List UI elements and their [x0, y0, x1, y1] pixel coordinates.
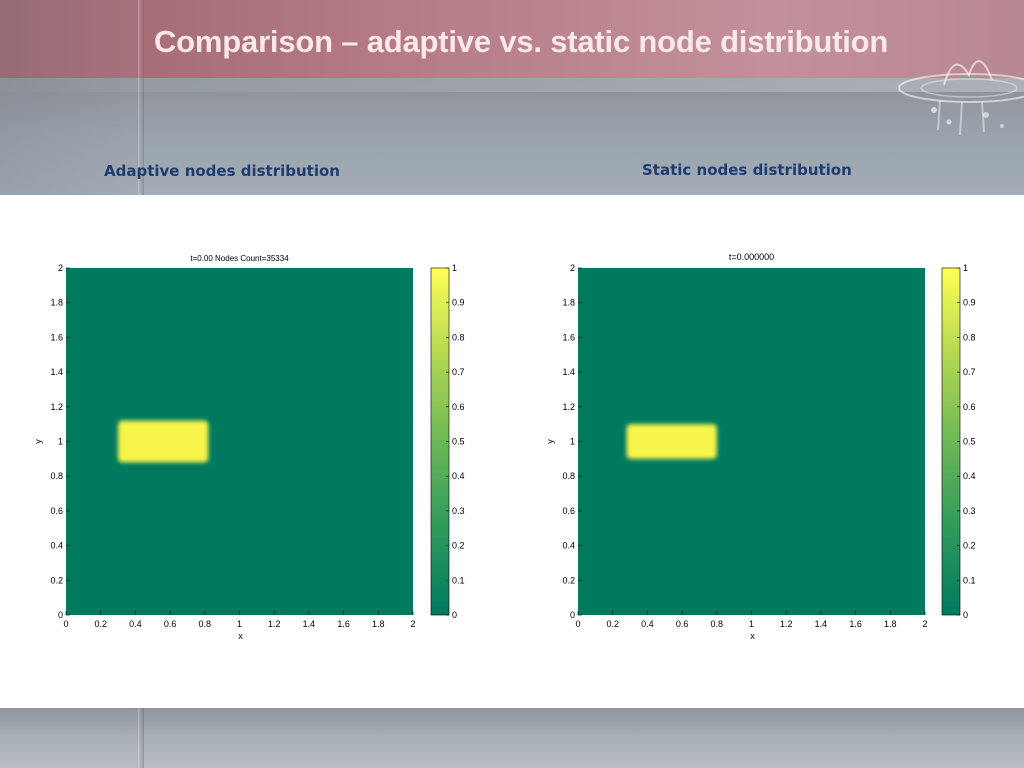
static-heatmap-plot: t=0.000000 0 0.2 0.4 0.6 0.8 1 1.2 1.4 1.6 1.8 2 0 0.…	[545, 252, 976, 641]
y-tick-label: 0.2	[562, 575, 575, 585]
y-tick-label: 1.4	[562, 367, 575, 377]
x-axis-label: x	[238, 631, 243, 641]
adaptive-caption: Adaptive nodes distribution	[104, 162, 340, 180]
heatmap-blob	[118, 420, 209, 463]
x-tick-label: 1.2	[780, 619, 793, 629]
x-tick-label: 0	[63, 619, 68, 629]
colorbar-tick-label: 0.6	[963, 402, 976, 412]
colorbar-tick-label: 0	[452, 610, 457, 620]
x-tick-label: 0.4	[641, 619, 654, 629]
colorbar-tick-label: 0.5	[963, 437, 976, 447]
y-tick-label: 1.4	[50, 367, 63, 377]
y-tick-label: 1.6	[562, 332, 575, 342]
colorbar-tick-label: 0.9	[963, 298, 976, 308]
x-tick-label: 0.8	[711, 619, 724, 629]
x-tick-label: 1	[237, 619, 242, 629]
adaptive-heatmap-plot: t=0.00 Nodes Count=35334 0 0.2 0.4 0.6 0.8 1 1.…	[33, 254, 465, 641]
colorbar-tick-label: 0.2	[963, 541, 976, 551]
y-tick-label: 0.8	[562, 471, 575, 481]
water-splash-decoration-icon	[898, 60, 1024, 136]
x-tick-label: 2	[410, 619, 415, 629]
colorbar-tick-label: 0.9	[452, 298, 465, 308]
y-tick-label: 1.8	[50, 298, 63, 308]
y-tick-label: 0.6	[562, 506, 575, 516]
y-tick-label: 1.2	[562, 402, 575, 412]
x-tick-label: 1.8	[884, 619, 897, 629]
x-tick-label: 1.8	[372, 619, 385, 629]
y-tick-label: 1.6	[50, 332, 63, 342]
static-caption: Static nodes distribution	[642, 161, 852, 179]
header-stripe	[0, 78, 1024, 92]
y-tick-label: 1	[58, 437, 63, 447]
x-tick-label: 2	[922, 619, 927, 629]
colorbar-tick-label: 0.4	[452, 471, 465, 481]
x-tick-label: 0.2	[94, 619, 107, 629]
footer-vertical-divider	[138, 708, 144, 768]
plot-title: t=0.000000	[729, 252, 774, 262]
y-tick-label: 0.8	[50, 471, 63, 481]
x-tick-label: 0.6	[164, 619, 177, 629]
y-tick-label: 1.2	[50, 402, 63, 412]
colorbar-tick-label: 0.3	[963, 506, 976, 516]
slide-footer-background	[0, 708, 1024, 768]
y-tick-label: 0.6	[50, 506, 63, 516]
x-tick-label: 0.4	[129, 619, 142, 629]
x-tick-label: 1	[749, 619, 754, 629]
colorbar-tick-label: 0.5	[452, 437, 465, 447]
y-tick-label: 2	[570, 263, 575, 273]
colorbar-tick-label: 0.1	[963, 575, 976, 585]
y-tick-label: 0.4	[562, 541, 575, 551]
y-tick-label: 0.2	[50, 575, 63, 585]
heatmap-blob	[626, 424, 717, 459]
x-tick-label: 1.6	[849, 619, 862, 629]
y-tick-label: 2	[58, 263, 63, 273]
plot-title: t=0.00 Nodes Count=35334	[190, 254, 289, 263]
colorbar-tick-label: 0.4	[963, 471, 976, 481]
colorbar-tick-label: 1	[963, 263, 968, 273]
header-vertical-divider	[138, 0, 144, 195]
header-left-panel	[0, 0, 138, 195]
x-tick-label: 0	[575, 619, 580, 629]
x-tick-label: 0.2	[606, 619, 619, 629]
colorbar-tick-label: 0.8	[963, 332, 976, 342]
colorbar-tick-label: 0.1	[452, 575, 465, 585]
y-tick-label: 0.4	[50, 541, 63, 551]
x-tick-label: 1.4	[303, 619, 316, 629]
x-axis-label: x	[750, 631, 755, 641]
slide-title: Comparison – adaptive vs. static node di…	[154, 24, 889, 59]
x-tick-label: 1.2	[268, 619, 281, 629]
y-tick-label: 0	[58, 610, 63, 620]
x-tick-label: 0.8	[199, 619, 212, 629]
colorbar-tick-label: 0.8	[452, 332, 465, 342]
colorbar-tick-label: 0.2	[452, 541, 465, 551]
x-tick-label: 1.4	[815, 619, 828, 629]
colorbar-tick-label: 0.7	[452, 367, 465, 377]
y-tick-label: 1.8	[562, 298, 575, 308]
y-axis-label: y	[545, 439, 555, 444]
colorbar-tick-label: 0.6	[452, 402, 465, 412]
x-tick-label: 1.6	[337, 619, 350, 629]
y-tick-label: 1	[570, 437, 575, 447]
header-pink-band	[0, 0, 1024, 78]
colorbar-tick-label: 1	[452, 263, 457, 273]
x-tick-label: 0.6	[676, 619, 689, 629]
colorbar-tick-label: 0	[963, 610, 968, 620]
y-tick-label: 0	[570, 610, 575, 620]
colorbar-tick-label: 0.7	[963, 367, 976, 377]
slide-header-background	[0, 0, 1024, 195]
colorbar-tick-label: 0.3	[452, 506, 465, 516]
y-axis-label: y	[33, 439, 43, 444]
